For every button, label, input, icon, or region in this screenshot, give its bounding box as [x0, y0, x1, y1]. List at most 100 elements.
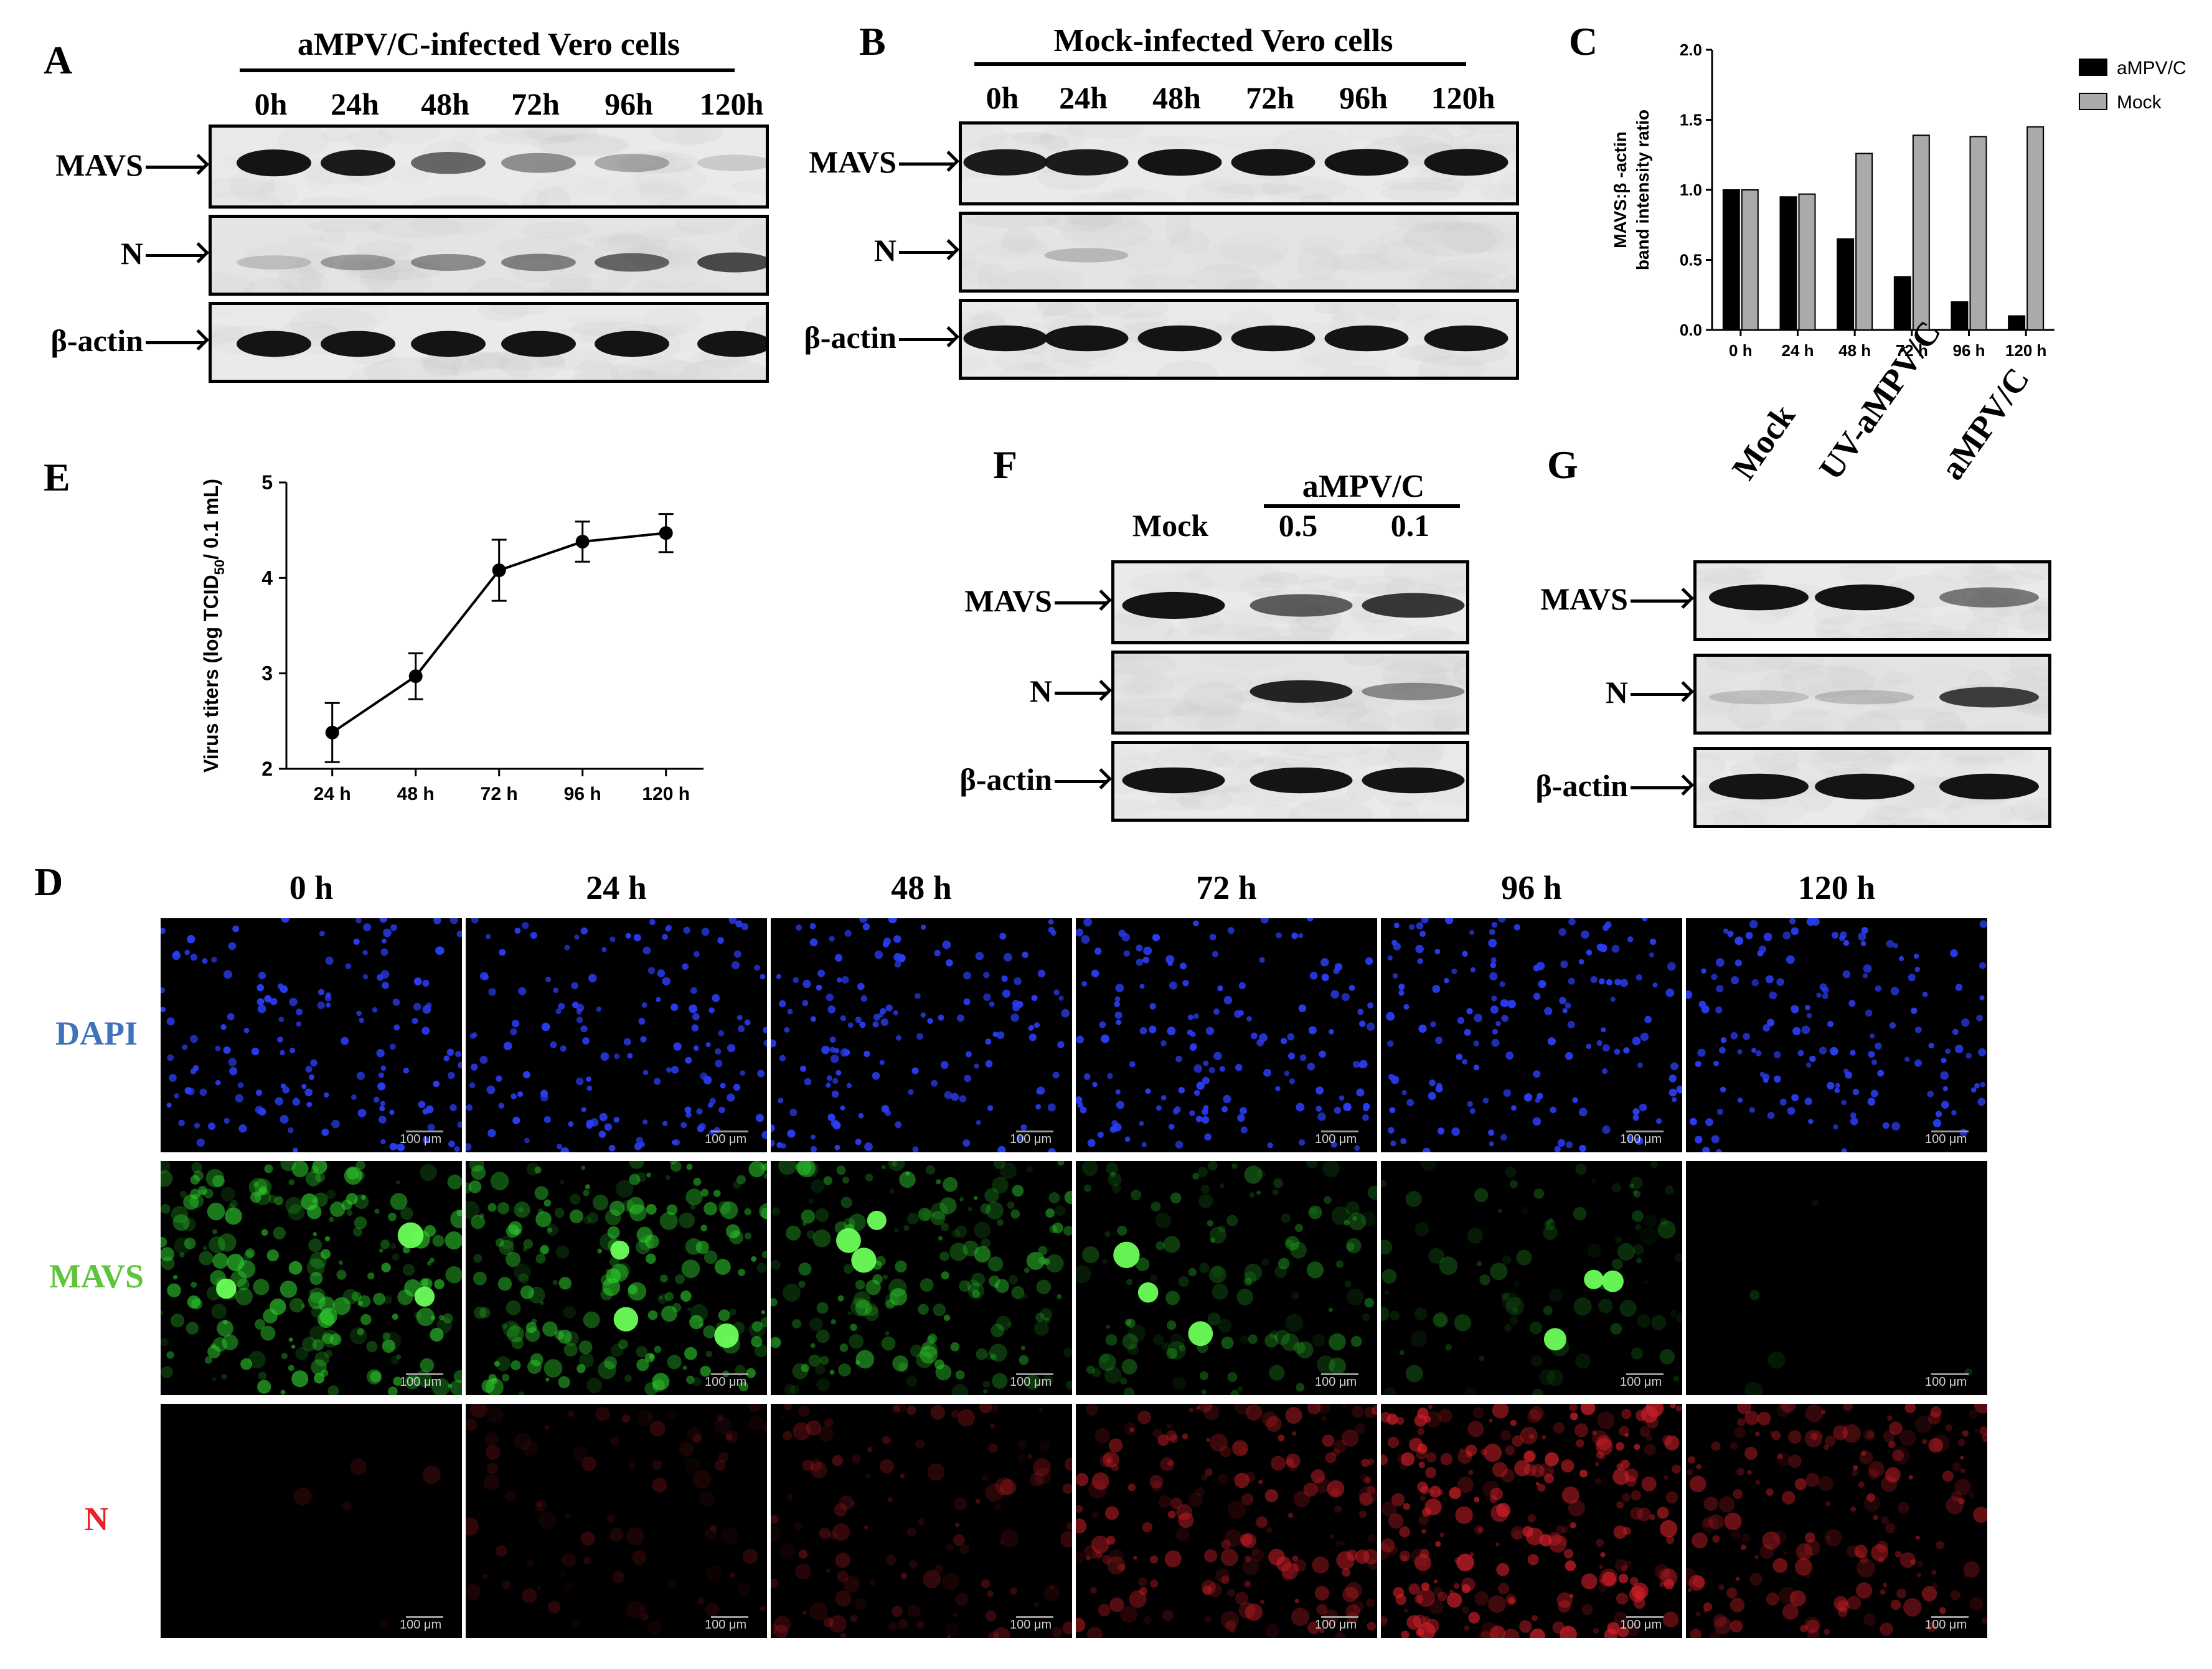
- panel-e-data-point: [659, 526, 673, 540]
- panel-e-xtick-label: 120 h: [642, 784, 690, 804]
- panel-d-image-mavs: [466, 1161, 767, 1395]
- f-row-label-actin: β-actin: [959, 762, 1052, 797]
- panel-c-xtick-label: 96 h: [1952, 341, 1985, 360]
- a-band-mavs: [697, 154, 766, 171]
- panel-d-image-dapi: [1381, 918, 1682, 1152]
- g-band-n: [1815, 690, 1914, 705]
- panel-d-scale-bar-label: 100 μm: [400, 1375, 442, 1389]
- panel-e-data-point: [408, 669, 423, 684]
- a-band-actin: [411, 331, 486, 357]
- a-row-label-actin: β-actin: [50, 323, 143, 358]
- b-band-mavs: [1231, 149, 1315, 176]
- panel-f-header: aMPV/C: [1302, 469, 1425, 504]
- b-band-actin: [1231, 325, 1315, 352]
- panel-d-letter: D: [34, 860, 64, 904]
- panel-d-scale-bar-label: 100 μm: [1620, 1375, 1662, 1389]
- panel-d-scale-bar: [1016, 1616, 1053, 1618]
- f-lane-label: 0.1: [1390, 508, 1430, 543]
- a-row-arrow-n: [146, 254, 205, 257]
- panel-d-image-dapi: [161, 918, 462, 1152]
- a-band-actin: [237, 331, 311, 357]
- panel-c-bar-ampv-c: [1779, 196, 1797, 331]
- panel-d-scale-bar: [1321, 1373, 1358, 1375]
- panel-d-row-label-mavs: MAVS: [49, 1258, 144, 1295]
- a-row-label-mavs: MAVS: [55, 147, 143, 182]
- a-band-n: [321, 254, 395, 271]
- a-band-mavs: [595, 154, 669, 172]
- panel-c-ytick-label: 2.0: [1680, 40, 1702, 59]
- panel-d-image-dapi: [1686, 918, 1987, 1152]
- a-band-n: [237, 255, 311, 270]
- f-row-arrow-actin: [1055, 780, 1108, 783]
- a-band-mavs: [321, 149, 395, 176]
- panel-d-scale-bar-label: 100 μm: [1315, 1618, 1357, 1632]
- panel-d-scale-bar: [711, 1616, 748, 1618]
- panel-d-scale-bar-label: 100 μm: [1925, 1132, 1967, 1146]
- panel-e-ytick-label: 5: [261, 471, 273, 494]
- panel-c-xtick-label: 120 h: [2005, 341, 2047, 360]
- panel-a-header: aMPV/C-infected Vero cells: [297, 27, 680, 62]
- b-blot-actin: [959, 299, 1519, 380]
- panel-d-scale-bar: [1931, 1373, 1969, 1375]
- panel-e-data-point: [575, 535, 590, 549]
- f-row-arrow-mavs: [1055, 601, 1108, 604]
- panel-d-row-label-dapi: DAPI: [55, 1015, 138, 1052]
- a-band-n: [411, 254, 486, 271]
- panel-d-scale-bar: [1626, 1373, 1664, 1375]
- a-band-n: [697, 252, 766, 273]
- panel-d-scale-bar-label: 100 μm: [400, 1132, 442, 1146]
- panel-c-xtick-label: 72 h: [1896, 341, 1928, 360]
- f-row-label-n: N: [1029, 673, 1052, 708]
- f-band-n: [1250, 680, 1353, 703]
- panel-d-scale-bar: [1321, 1616, 1358, 1618]
- b-band-actin: [1424, 325, 1508, 352]
- panel-d-timepoint-label: 96 h: [1501, 869, 1562, 906]
- panel-c-bar-ampv-c: [1837, 238, 1855, 331]
- panel-c-legend-label: Mock: [2117, 92, 2162, 113]
- panel-d-scale-bar-label: 100 μm: [1925, 1375, 1967, 1389]
- panel-d-scale-bar-label: 100 μm: [705, 1375, 747, 1389]
- panel-d-scale-bar-label: 100 μm: [1925, 1618, 1967, 1632]
- panel-c-xtick-label: 0 h: [1729, 341, 1753, 360]
- b-band-mavs: [1044, 149, 1129, 176]
- panel-e-ytick-label: 2: [261, 758, 273, 780]
- panel-d-image-mavs: [1381, 1161, 1682, 1395]
- panel-d-scale-bar: [1016, 1131, 1053, 1132]
- g-row-arrow-mavs: [1631, 599, 1690, 603]
- a-row-label-n: N: [120, 236, 143, 271]
- f-lane-label: 0.5: [1278, 508, 1318, 543]
- g-row-arrow-n: [1631, 693, 1690, 696]
- a-band-mavs: [411, 151, 486, 174]
- a-band-actin: [595, 331, 669, 357]
- panel-e-ytick-label: 3: [261, 662, 273, 685]
- g-band-mavs: [1939, 587, 2039, 608]
- b-band-actin: [1137, 325, 1222, 352]
- b-band-mavs: [1324, 149, 1409, 176]
- f-band-mavs: [1362, 593, 1465, 618]
- b-band-mavs: [963, 149, 1048, 176]
- panel-d-image-dapi: [771, 918, 1072, 1152]
- panel-c-ytick-label: 0.5: [1680, 251, 1702, 270]
- f-band-mavs: [1122, 591, 1225, 619]
- panel-d-scale-bar-label: 100 μm: [1010, 1132, 1052, 1146]
- g-blot-actin: [1693, 747, 2051, 828]
- panel-d-scale-bar: [1931, 1131, 1969, 1132]
- panel-e-xtick-label: 96 h: [564, 784, 601, 804]
- g-row-arrow-actin: [1631, 786, 1690, 789]
- panel-f-header-bar: [1264, 504, 1460, 508]
- panel-d-scale-bar: [1626, 1616, 1664, 1618]
- panel-a-letter: A: [44, 38, 73, 82]
- panel-c-bar-chart: MAVS:β -actin band intensity ratio 0.0 0.5 1…: [1611, 40, 2186, 360]
- a-band-mavs: [501, 153, 576, 173]
- panel-c-bar-mock: [2026, 126, 2045, 331]
- a-band-actin: [697, 331, 766, 357]
- a-lane-label: 24h: [331, 87, 379, 121]
- f-row-arrow-n: [1055, 691, 1108, 695]
- a-blot-actin: [209, 302, 769, 383]
- panel-d-timepoint-label: 48 h: [891, 869, 952, 906]
- panel-g-letter: G: [1547, 443, 1578, 487]
- panel-d-image-n: [1686, 1404, 1987, 1638]
- panel-d-row-label-n: N: [84, 1500, 109, 1538]
- a-band-n: [501, 253, 576, 271]
- g-band-actin: [1815, 773, 1914, 800]
